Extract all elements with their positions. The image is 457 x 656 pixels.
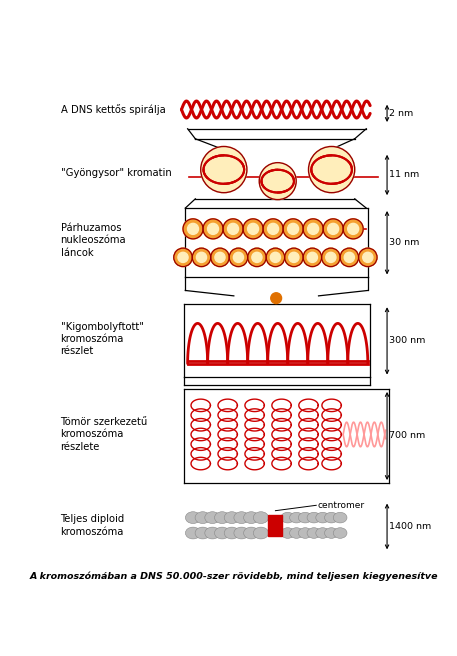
Circle shape	[322, 248, 340, 266]
Ellipse shape	[298, 512, 312, 523]
Circle shape	[359, 248, 377, 266]
Ellipse shape	[307, 512, 321, 523]
Ellipse shape	[333, 527, 347, 539]
Ellipse shape	[324, 527, 338, 539]
Text: 30 nm: 30 nm	[389, 238, 420, 247]
Circle shape	[283, 219, 303, 239]
Text: Teljes diploid
kromoszóma: Teljes diploid kromoszóma	[61, 514, 125, 537]
Circle shape	[187, 223, 198, 234]
Circle shape	[234, 253, 244, 262]
Ellipse shape	[316, 512, 329, 523]
Circle shape	[307, 253, 318, 262]
Ellipse shape	[281, 527, 295, 539]
Text: A kromoszómában a DNS 50.000-szer rövidebb, mind teljesen kiegyenesítve: A kromoszómában a DNS 50.000-szer rövide…	[30, 571, 439, 581]
Text: "Kigombolyftott"
kromoszóma
részlet: "Kigombolyftott" kromoszóma részlet	[61, 321, 143, 356]
Ellipse shape	[195, 527, 210, 539]
Ellipse shape	[298, 527, 312, 539]
Circle shape	[178, 253, 188, 262]
Circle shape	[343, 219, 363, 239]
Ellipse shape	[290, 512, 303, 523]
Circle shape	[243, 219, 263, 239]
Bar	[268, 514, 282, 536]
Text: "Gyöngysor" kromatin: "Gyöngysor" kromatin	[61, 168, 171, 178]
Ellipse shape	[205, 512, 220, 523]
Circle shape	[207, 223, 218, 234]
Text: 300 nm: 300 nm	[389, 337, 426, 346]
Circle shape	[266, 248, 285, 266]
Text: 1400 nm: 1400 nm	[389, 522, 431, 531]
Ellipse shape	[281, 512, 295, 523]
Circle shape	[228, 223, 239, 234]
Text: centromer: centromer	[318, 501, 365, 510]
Circle shape	[340, 248, 359, 266]
Circle shape	[211, 248, 229, 266]
Ellipse shape	[205, 527, 220, 539]
Circle shape	[229, 248, 248, 266]
Circle shape	[223, 219, 243, 239]
Circle shape	[271, 253, 281, 262]
Circle shape	[252, 253, 262, 262]
Circle shape	[248, 248, 266, 266]
Circle shape	[287, 223, 298, 234]
Ellipse shape	[307, 527, 321, 539]
Ellipse shape	[224, 527, 239, 539]
Circle shape	[308, 146, 355, 193]
Circle shape	[289, 253, 299, 262]
Circle shape	[303, 248, 322, 266]
Circle shape	[197, 253, 207, 262]
Circle shape	[326, 253, 336, 262]
Circle shape	[268, 223, 279, 234]
Circle shape	[215, 253, 225, 262]
Circle shape	[308, 223, 319, 234]
Circle shape	[183, 219, 203, 239]
Circle shape	[363, 253, 373, 262]
Circle shape	[328, 223, 339, 234]
Circle shape	[271, 293, 282, 304]
Circle shape	[259, 163, 296, 199]
Ellipse shape	[234, 527, 249, 539]
Text: A DNS kettős spirálja: A DNS kettős spirálja	[61, 104, 165, 115]
Circle shape	[192, 248, 211, 266]
Circle shape	[201, 146, 247, 193]
Ellipse shape	[214, 512, 230, 523]
Ellipse shape	[316, 527, 329, 539]
Circle shape	[263, 219, 283, 239]
Text: 11 nm: 11 nm	[389, 171, 420, 180]
Ellipse shape	[333, 512, 347, 523]
Text: Tömör szerkezetű
kromoszóma
részlete: Tömör szerkezetű kromoszóma részlete	[61, 417, 148, 452]
Ellipse shape	[186, 512, 201, 523]
Ellipse shape	[186, 527, 201, 539]
Ellipse shape	[324, 512, 338, 523]
Circle shape	[344, 253, 355, 262]
Circle shape	[285, 248, 303, 266]
Ellipse shape	[195, 512, 210, 523]
Circle shape	[348, 223, 359, 234]
Ellipse shape	[253, 527, 269, 539]
Ellipse shape	[290, 527, 303, 539]
Ellipse shape	[224, 512, 239, 523]
Ellipse shape	[234, 512, 249, 523]
Circle shape	[174, 248, 192, 266]
Circle shape	[323, 219, 343, 239]
Circle shape	[248, 223, 259, 234]
Text: 2 nm: 2 nm	[389, 109, 414, 118]
Ellipse shape	[244, 527, 259, 539]
Circle shape	[203, 219, 223, 239]
Ellipse shape	[244, 512, 259, 523]
Text: 700 nm: 700 nm	[389, 432, 425, 440]
Ellipse shape	[214, 527, 230, 539]
Text: Párhuzamos
nukleoszóma
láncok: Párhuzamos nukleoszóma láncok	[61, 223, 126, 258]
Ellipse shape	[253, 512, 269, 523]
Circle shape	[303, 219, 323, 239]
